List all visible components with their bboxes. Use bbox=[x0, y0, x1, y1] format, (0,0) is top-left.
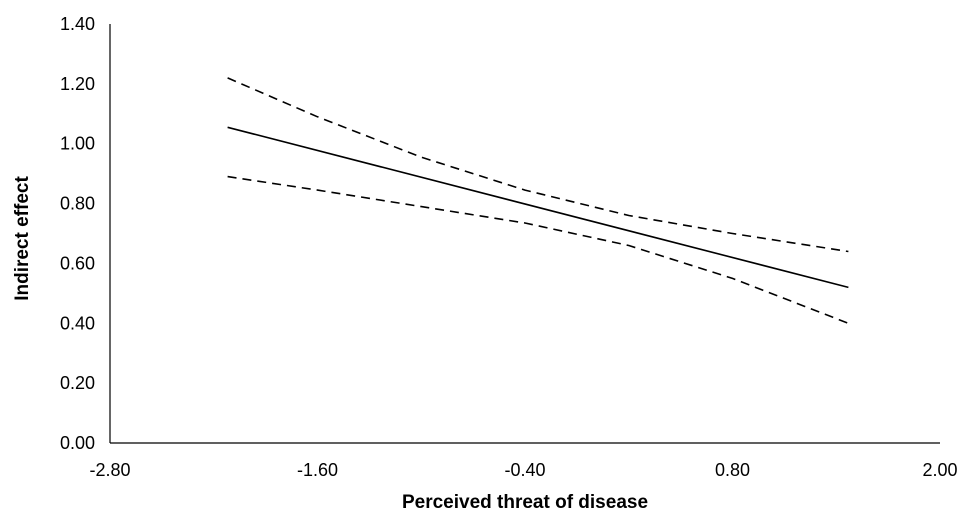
x-tick-labels: -2.80 -1.60 -0.40 0.80 2.00 bbox=[89, 460, 957, 480]
x-tick-label: -2.80 bbox=[89, 460, 130, 480]
x-tick-label: 2.00 bbox=[922, 460, 957, 480]
y-tick-label: 0.80 bbox=[60, 194, 95, 214]
dashed-series-line-2 bbox=[227, 175, 849, 325]
y-tick-label: 1.40 bbox=[60, 14, 95, 34]
y-tick-label: 1.00 bbox=[60, 134, 95, 154]
y-tick-labels: 0.00 0.20 0.40 0.60 0.80 1.00 1.20 1.40 bbox=[60, 14, 95, 453]
x-tick-label: -1.60 bbox=[297, 460, 338, 480]
y-tick-label: 1.20 bbox=[60, 74, 95, 94]
series-layer bbox=[227, 77, 849, 325]
x-tick-label: -0.40 bbox=[504, 460, 545, 480]
x-tick-label: 0.80 bbox=[715, 460, 750, 480]
y-tick-label: 0.00 bbox=[60, 433, 95, 453]
x-axis-title: Perceived threat of disease bbox=[402, 492, 648, 513]
axes bbox=[109, 24, 940, 444]
y-tick-label: 0.40 bbox=[60, 313, 95, 333]
solid-series-line-0 bbox=[227, 126, 849, 289]
y-tick-label: 0.20 bbox=[60, 373, 95, 393]
dashed-series-line-1 bbox=[227, 77, 849, 253]
y-axis-title: Indirect effect bbox=[12, 176, 33, 301]
y-tick-label: 0.60 bbox=[60, 253, 95, 273]
